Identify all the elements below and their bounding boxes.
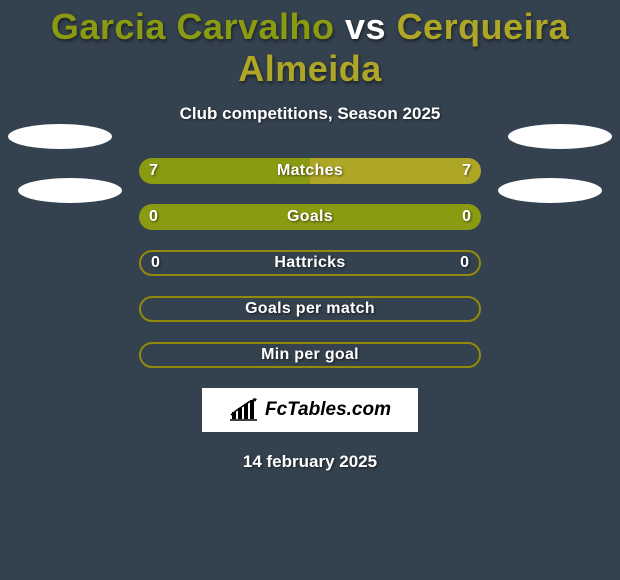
stat-value-left: 7: [149, 162, 158, 180]
player1-name: Garcia Carvalho: [51, 6, 335, 47]
stat-bar: Goals 0 0: [139, 204, 481, 230]
stat-value-left: 0: [149, 208, 158, 226]
stat-value-right: 0: [460, 254, 469, 272]
date-text: 14 february 2025: [0, 452, 620, 472]
stat-value-right: 0: [462, 208, 471, 226]
stat-label: Goals per match: [245, 300, 375, 318]
fctables-logo[interactable]: FcTables.com: [202, 388, 418, 432]
player2-badge-shape-1: [508, 124, 612, 149]
stat-row: Matches 7 7: [0, 158, 620, 184]
stat-bar: Hattricks 0 0: [139, 250, 481, 276]
stat-row: Min per goal: [0, 342, 620, 368]
comparison-title: Garcia Carvalho vs Cerqueira Almeida: [0, 0, 620, 90]
stat-bar: Min per goal: [139, 342, 481, 368]
stat-label: Goals: [287, 208, 333, 226]
stat-bar: Matches 7 7: [139, 158, 481, 184]
stats-area: Matches 7 7 Goals 0 0 Hattricks 0 0 Goals per mat…: [0, 158, 620, 368]
stat-row: Hattricks 0 0: [0, 250, 620, 276]
logo-text: FcTables.com: [265, 399, 391, 421]
stat-bar: Goals per match: [139, 296, 481, 322]
player1-badge-shape-1: [8, 124, 112, 149]
stat-value-left: 0: [151, 254, 160, 272]
vs-separator: vs: [345, 6, 397, 47]
subtitle: Club competitions, Season 2025: [0, 104, 620, 124]
stat-label: Hattricks: [274, 254, 345, 272]
stat-value-right: 7: [462, 162, 471, 180]
bar-chart-icon: [229, 398, 259, 422]
stat-row: Goals per match: [0, 296, 620, 322]
stat-label: Min per goal: [261, 346, 359, 364]
stat-label: Matches: [277, 162, 343, 180]
stat-row: Goals 0 0: [0, 204, 620, 230]
